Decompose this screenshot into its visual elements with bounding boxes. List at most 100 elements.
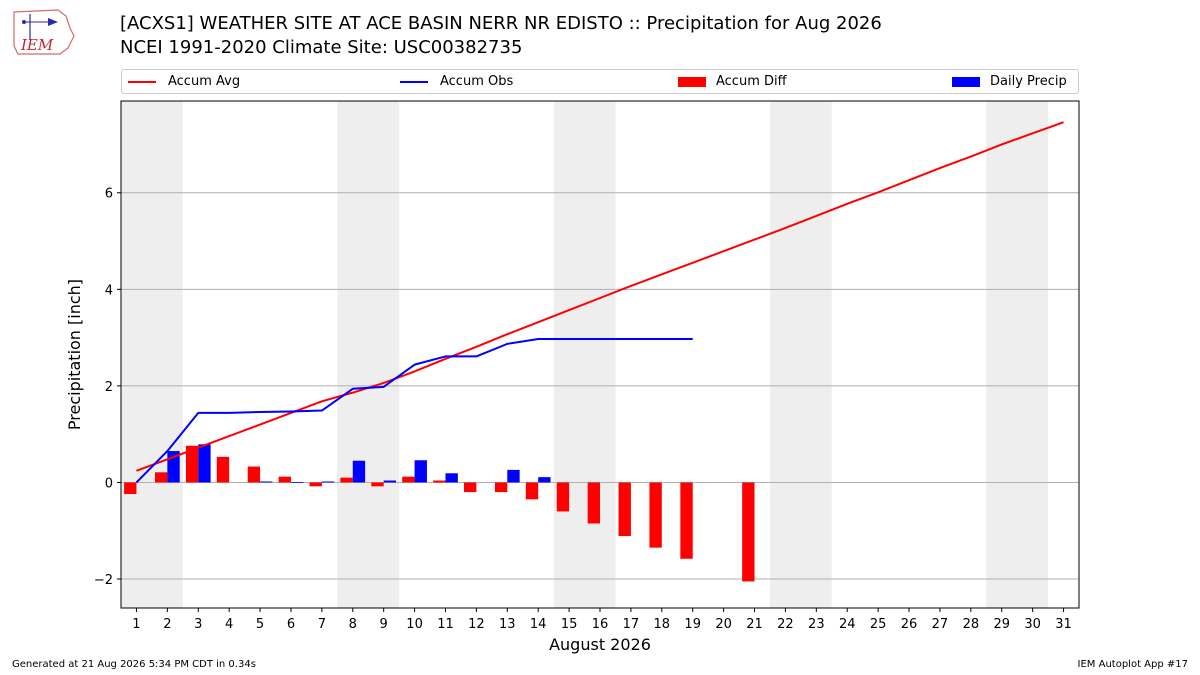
x-tick-label: 29 — [993, 617, 1010, 632]
accum-diff-bar — [494, 482, 508, 493]
x-tick-label: 15 — [561, 617, 578, 632]
x-tick-label: 8 — [349, 617, 357, 632]
x-tick-label: 28 — [963, 617, 980, 632]
x-tick-label: 14 — [530, 617, 547, 632]
legend-label-daily-precip: Daily Precip — [990, 74, 1067, 89]
daily-precip-bar — [445, 473, 458, 483]
x-tick-label: 6 — [287, 617, 295, 632]
footer-generated: Generated at 21 Aug 2026 5:34 PM CDT in … — [12, 659, 256, 670]
weekend-band — [986, 101, 1049, 608]
x-tick-label: 11 — [437, 617, 454, 632]
weekend-band — [337, 101, 400, 608]
gridlines — [121, 192, 1079, 580]
accum-diff-bar — [618, 482, 631, 537]
legend-swatch-daily-precip — [952, 76, 980, 87]
chart-title: [ACXS1] WEATHER SITE AT ACE BASIN NERR N… — [120, 13, 882, 34]
x-tick-label: 13 — [499, 617, 516, 632]
weekend-band — [769, 101, 832, 608]
legend-swatch-accum-avg — [128, 80, 156, 83]
accum-diff-bar — [464, 482, 477, 493]
accum-diff-bar — [742, 482, 755, 582]
accum-diff-bar — [185, 445, 199, 483]
x-tick-label: 25 — [870, 617, 887, 632]
x-tick-label: 22 — [777, 617, 794, 632]
legend-swatch-accum-diff — [678, 76, 706, 87]
accum-diff-bar — [402, 476, 415, 483]
logo-text: IEM — [20, 36, 54, 54]
accum-diff-bar — [309, 482, 322, 487]
x-axis-label: August 2026 — [549, 635, 651, 654]
x-tick-label: 2 — [163, 617, 171, 632]
legend-label-accum-diff: Accum Diff — [716, 74, 787, 89]
accum-diff-bar — [216, 456, 230, 483]
x-tick-label: 21 — [746, 617, 763, 632]
chart-subtitle: NCEI 1991-2020 Climate Site: USC00382735 — [120, 37, 523, 58]
x-tick-label: 31 — [1055, 617, 1072, 632]
x-tick-label: 10 — [406, 617, 423, 632]
accum-diff-bar — [587, 482, 600, 524]
accum-diff-bar — [154, 472, 168, 483]
x-tick-label: 24 — [839, 617, 856, 632]
legend-label-accum-obs: Accum Obs — [440, 74, 514, 89]
x-tick-label: 4 — [225, 617, 233, 632]
plot-frame — [120, 100, 1080, 609]
x-tick-label: 9 — [380, 617, 388, 632]
x-tick-label: 3 — [194, 617, 202, 632]
accum-diff-bar — [371, 482, 384, 487]
daily-precip-bar — [507, 469, 520, 483]
legend-item-daily-precip: Daily Precip — [952, 74, 1067, 90]
x-tick-label: 19 — [684, 617, 701, 632]
y-axis-label: Precipitation [inch] — [65, 279, 84, 430]
accum-diff-bar — [124, 482, 137, 495]
x-tick-label: 12 — [468, 617, 485, 632]
accum-diff-bar — [649, 482, 662, 548]
x-tick-label: 27 — [932, 617, 949, 632]
series-lines — [135, 121, 1064, 484]
accum-diff-bar — [278, 476, 291, 483]
daily-precip-bar — [290, 481, 304, 483]
x-tick-label: 17 — [623, 617, 640, 632]
accum-diff-bar — [247, 466, 261, 483]
x-tick-label: 16 — [592, 617, 609, 632]
legend-item-accum-obs: Accum Obs — [400, 74, 513, 90]
x-tick-label: 20 — [715, 617, 732, 632]
daily-precip-bar — [414, 460, 427, 483]
x-tick-label: 5 — [256, 617, 264, 632]
x-tick-label: 1 — [132, 617, 140, 632]
accum-diff-bar — [433, 480, 446, 483]
y-tick-label: 2 — [105, 380, 113, 395]
legend-label-accum-avg: Accum Avg — [168, 74, 241, 89]
legend-item-accum-avg: Accum Avg — [128, 74, 240, 90]
accum-diff-bar — [340, 477, 353, 483]
daily-precip-bar — [352, 460, 366, 483]
daily-precip-bar — [383, 480, 397, 483]
daily-precip-bar — [198, 444, 211, 483]
accum-diff-bar — [680, 482, 693, 559]
legend-swatch-accum-obs — [400, 80, 428, 83]
y-tick-label: 0 — [105, 476, 113, 491]
daily-precip-bar — [167, 451, 180, 483]
legend-item-accum-diff: Accum Diff — [678, 74, 787, 90]
y-tick-label: 4 — [105, 283, 113, 298]
x-tick-label: 26 — [901, 617, 918, 632]
daily-precip-bar — [321, 481, 335, 483]
footer-app: IEM Autoplot App #17 — [1077, 659, 1188, 670]
y-tick-label: −2 — [94, 573, 113, 588]
x-tick-label: 23 — [808, 617, 825, 632]
accum-diff-bar — [556, 482, 570, 512]
daily-precip-bar — [260, 481, 273, 483]
daily-precip-bar — [538, 477, 551, 483]
chart-legend: Accum Avg Accum Obs Accum Diff Daily Pre… — [121, 69, 1079, 94]
accum-avg-line — [136, 121, 1064, 472]
weekend-band — [553, 101, 616, 608]
x-tick-label: 30 — [1024, 617, 1041, 632]
bars — [124, 444, 755, 582]
x-tick-label: 18 — [654, 617, 671, 632]
x-tick-label: 7 — [318, 617, 326, 632]
accum-diff-bar — [525, 482, 539, 500]
weekend-band — [121, 101, 183, 608]
y-tick-label: 6 — [105, 187, 113, 202]
accum-obs-line — [135, 338, 693, 484]
